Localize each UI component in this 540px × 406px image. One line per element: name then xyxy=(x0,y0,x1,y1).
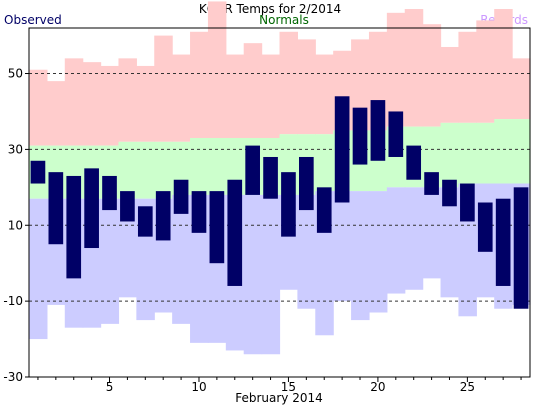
normal-segment xyxy=(440,122,460,188)
observed-bar xyxy=(173,179,189,214)
record-high-band xyxy=(29,1,531,146)
record-low-segment xyxy=(440,187,460,298)
record-low-segment xyxy=(297,194,316,309)
observed-bar xyxy=(442,179,457,207)
record-high-segment xyxy=(440,46,460,123)
observed-bar xyxy=(245,145,260,195)
record-high-segment xyxy=(494,9,513,120)
record-low-segment xyxy=(386,187,406,294)
record-low-segment xyxy=(368,191,388,313)
y-tick-label: -30 xyxy=(3,370,23,384)
x-tick-label: 20 xyxy=(370,380,385,394)
x-tick-label: 15 xyxy=(281,380,296,394)
record-high-segment xyxy=(172,54,191,142)
observed-bar xyxy=(460,183,475,222)
y-tick-label: 50 xyxy=(8,67,23,81)
observed-bar xyxy=(334,96,350,203)
observed-bar xyxy=(281,172,296,237)
normal-segment xyxy=(494,119,513,184)
record-high-segment xyxy=(190,31,209,139)
observed-bar xyxy=(352,107,368,165)
record-high-segment xyxy=(46,81,66,146)
record-low-segment xyxy=(118,198,137,298)
record-high-segment xyxy=(351,39,370,131)
observed-bar xyxy=(316,187,332,233)
record-high-segment xyxy=(476,20,495,123)
observed-bar xyxy=(424,172,439,195)
record-high-segment xyxy=(154,35,173,142)
observed-bar xyxy=(209,191,225,264)
x-tick-label: 25 xyxy=(460,380,475,394)
observed-bar xyxy=(263,156,278,199)
observed-bar xyxy=(191,191,207,233)
normal-segment xyxy=(136,141,155,199)
observed-bar xyxy=(102,175,117,211)
record-low-segment xyxy=(243,194,263,355)
record-high-segment xyxy=(404,9,424,127)
normal-segment xyxy=(154,141,173,199)
x-axis-ticks: 5 10 15 20 25 xyxy=(37,377,522,394)
record-high-segment xyxy=(118,58,137,142)
observed-bar xyxy=(495,198,511,286)
normal-segment xyxy=(190,138,209,195)
observed-bar xyxy=(299,156,314,211)
observed-bar xyxy=(477,202,493,252)
x-tick-label: 5 xyxy=(106,380,114,394)
legend-normals: Normals xyxy=(259,13,309,27)
record-high-segment xyxy=(225,54,245,139)
observed-bar xyxy=(370,100,386,161)
record-high-segment xyxy=(29,69,48,146)
plot-frame xyxy=(28,27,531,378)
x-tick-label: 10 xyxy=(191,380,206,394)
observed-bar xyxy=(513,187,529,309)
observed-bar xyxy=(84,168,99,249)
record-high-segment xyxy=(297,39,316,135)
record-high-segment xyxy=(207,1,227,139)
observed-bar xyxy=(406,145,422,180)
normal-segment xyxy=(476,122,495,184)
record-low-segment xyxy=(333,191,352,302)
record-high-segment xyxy=(243,43,263,139)
record-low-segment xyxy=(261,194,281,355)
record-high-segment xyxy=(422,24,442,127)
y-axis-ticks: -30 -10 10 30 50 xyxy=(3,67,29,384)
record-low-segment xyxy=(100,198,120,324)
normal-segment xyxy=(207,138,227,195)
observed-bar xyxy=(30,160,46,184)
legend-observed: Observed xyxy=(4,13,62,27)
record-low-segment xyxy=(404,187,424,290)
x-axis-label: February 2014 xyxy=(235,391,323,405)
observed-bar xyxy=(48,172,64,245)
record-high-segment xyxy=(261,54,281,139)
record-high-segment xyxy=(136,65,155,142)
record-low-segment xyxy=(172,194,191,324)
record-low-segment xyxy=(29,198,48,340)
y-tick-label: 30 xyxy=(8,142,23,156)
y-tick-label: 10 xyxy=(8,218,23,232)
record-high-segment xyxy=(386,12,406,127)
normal-segment xyxy=(315,134,334,192)
record-high-segment xyxy=(512,58,531,120)
record-low-segment xyxy=(422,187,442,279)
record-high-segment xyxy=(315,54,334,135)
record-high-segment xyxy=(100,65,120,146)
record-high-segment xyxy=(82,62,102,146)
chart-title: KGRR Temps for 2/2014 xyxy=(199,2,341,16)
normal-segment xyxy=(118,141,137,199)
normal-segment xyxy=(458,122,477,184)
record-low-segment xyxy=(351,191,370,321)
observed-bar xyxy=(227,179,243,286)
record-high-segment xyxy=(458,31,477,123)
record-high-segment xyxy=(64,58,84,146)
observed-bar xyxy=(137,206,153,237)
observed-bar xyxy=(66,175,82,279)
normal-segment xyxy=(512,119,531,184)
observed-bar xyxy=(155,191,171,241)
observed-bars xyxy=(30,96,529,309)
observed-bar xyxy=(120,191,135,222)
y-tick-label: -10 xyxy=(3,294,23,308)
observed-bar xyxy=(388,111,404,157)
record-high-segment xyxy=(279,31,298,135)
